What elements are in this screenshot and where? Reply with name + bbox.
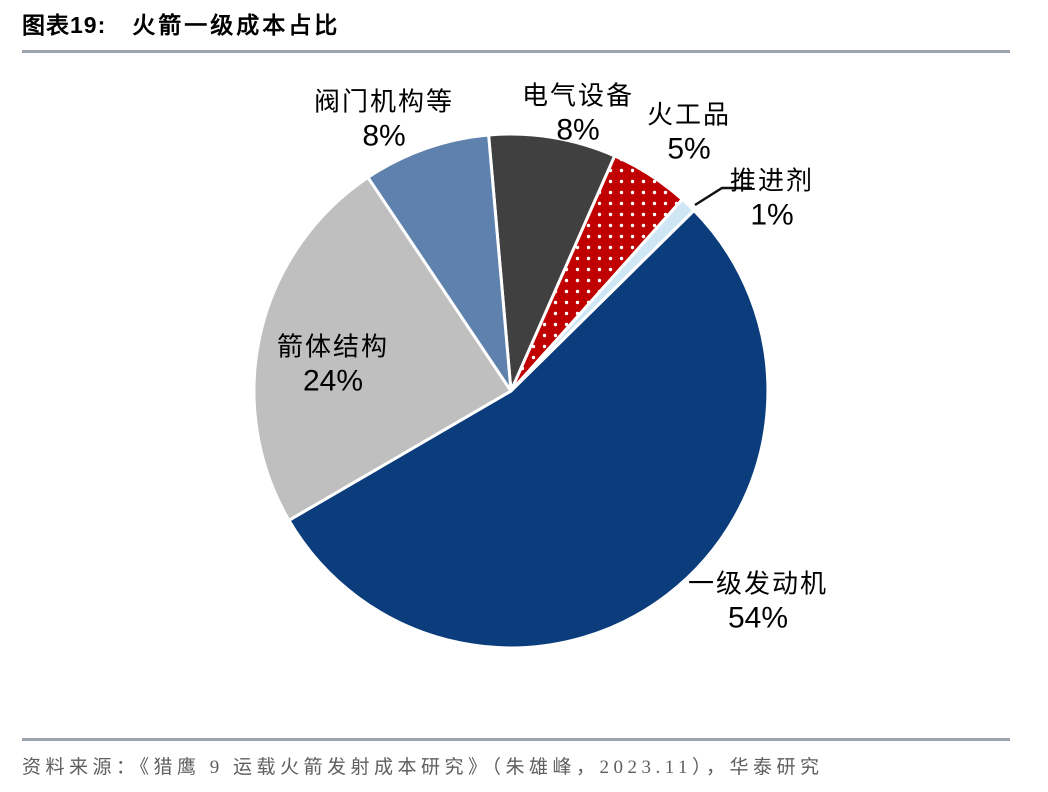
slice-percent: 5% (667, 132, 711, 166)
pie-slices (252, 132, 770, 650)
slice-percent: 1% (750, 198, 794, 232)
pie-slice-valves-mechanisms (366, 133, 513, 393)
slice-percent: 24% (302, 364, 364, 398)
slice-label-propellant: 推进剂 1% (730, 165, 814, 234)
slice-label-first-stage-engine: 一级发动机 54% (688, 568, 828, 637)
slice-label-valves-mechanisms: 阀门机构等 8% (314, 86, 454, 155)
pie-slice-electrical-equipment (487, 132, 617, 393)
slice-label-pyrotechnics: 火工品 5% (647, 99, 731, 168)
slice-percent: 54% (727, 601, 789, 635)
slice-name: 火工品 (646, 100, 732, 130)
slice-percent: 8% (556, 113, 600, 147)
slice-name: 电气设备 (521, 81, 635, 111)
slice-label-rocket-body-structure: 箭体结构 24% (277, 331, 389, 400)
slice-percent: 8% (362, 119, 406, 153)
slice-label-electrical-equipment: 电气设备 8% (522, 80, 634, 149)
footer-rule (22, 738, 1010, 741)
source-note: 资料来源：《猎鹰 9 运载火箭发射成本研究》（朱雄峰，2023.11），华泰研究 (22, 757, 824, 778)
slice-name: 推进剂 (729, 166, 815, 196)
slice-name: 一级发动机 (687, 569, 829, 599)
figure-tag: 图表19: (22, 12, 107, 38)
slice-name: 阀门机构等 (313, 87, 455, 117)
pie-slice-first-stage-engine (287, 209, 770, 650)
header-rule (22, 50, 1010, 53)
pie-slice-rocket-body-structure (252, 175, 513, 522)
callout-line-propellant (694, 186, 752, 207)
figure-header: 图表19: 火箭一级成本占比 (22, 10, 340, 41)
figure-title: 火箭一级成本占比 (132, 13, 341, 38)
slice-name: 箭体结构 (276, 332, 390, 362)
